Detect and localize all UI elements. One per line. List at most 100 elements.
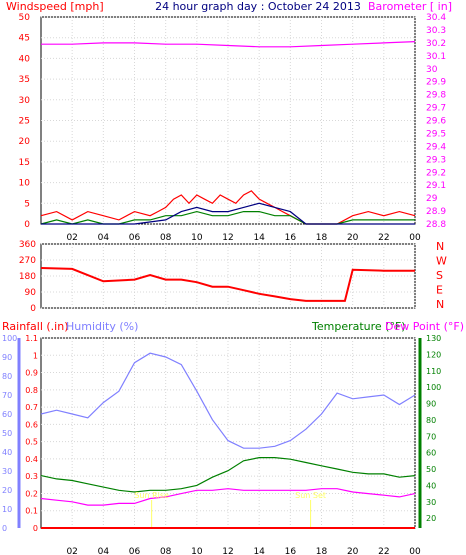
x-tick-label: 22: [378, 233, 389, 243]
rain-tick-label: 0.4: [25, 455, 38, 464]
humidity-tick-label: 40: [2, 448, 12, 457]
baro-tick-label: 29.5: [426, 129, 446, 139]
rain-tick-label: 0.5: [25, 438, 38, 447]
compass-label: W: [436, 255, 447, 268]
baro-tick-label: 30.1: [426, 52, 446, 62]
x-tick-label: 10: [191, 547, 203, 555]
x-tick-label: 10: [191, 233, 203, 243]
x-tick-label: 18: [316, 233, 328, 243]
direction-tick-label: 360: [19, 240, 36, 250]
x-tick-label: 14: [253, 233, 265, 243]
humidity-tick-label: 30: [2, 467, 12, 476]
compass-label: E: [436, 284, 443, 297]
rain-tick-label: 0.2: [25, 489, 38, 498]
baro-tick-label: 29.1: [426, 181, 446, 191]
humidity-tick-label: 50: [2, 429, 12, 438]
humidity-tick-label: 80: [2, 372, 12, 381]
rain-tick-label: 0.6: [25, 420, 38, 429]
baro-tick-label: 29.6: [426, 117, 446, 127]
rain-tick-label: 1.1: [25, 334, 38, 343]
humidity-tick-label: 20: [2, 486, 12, 495]
humidity-tick-label: 100: [2, 334, 17, 343]
baro-tick-label: 29.3: [426, 155, 446, 165]
wind-tick-label: 50: [19, 13, 31, 23]
baro-tick-label: 30: [426, 65, 438, 75]
chart-title: 24 hour graph day : October 24 2013: [155, 0, 361, 13]
x-tick-label: 04: [98, 233, 110, 243]
x-tick-label: 00: [409, 233, 421, 243]
sunrise-label: Sun Rise: [134, 491, 169, 500]
baro-tick-label: 29.4: [426, 142, 446, 152]
rain-tick-label: 0.7: [25, 403, 38, 412]
temperature-tick-label: 110: [426, 367, 441, 376]
x-tick-label: 04: [98, 547, 110, 555]
direction-tick-label: 270: [19, 256, 36, 266]
baro-tick-label: 30.2: [426, 39, 446, 49]
wind-tick-label: 15: [19, 158, 30, 168]
wind-gust-line: [40, 190, 416, 225]
temperature-tick-label: 80: [426, 416, 436, 425]
rain-tick-label: 0.9: [25, 369, 38, 378]
temperature-tick-label: 130: [426, 334, 441, 343]
humidity-axis-title: Humidity (%): [66, 320, 138, 333]
wind-tick-label: 35: [19, 75, 30, 85]
x-tick-label: 20: [347, 233, 359, 243]
humidity-tick-label: 60: [2, 410, 12, 419]
sunset-label: Sun Set: [295, 491, 326, 500]
wind-tick-label: 30: [19, 96, 31, 106]
x-tick-label: 02: [66, 233, 77, 243]
rainfall-axis-title: Rainfall (.in): [2, 320, 69, 333]
compass-label: S: [436, 269, 443, 282]
rain-tick-label: 1: [33, 351, 38, 360]
baro-tick-label: 29.9: [426, 78, 446, 88]
baro-tick-label: 29.8: [426, 91, 446, 101]
wind-tick-label: 5: [24, 199, 30, 209]
x-tick-label: 20: [347, 547, 359, 555]
temperature-tick-label: 20: [426, 514, 436, 523]
baro-tick-label: 30.3: [426, 26, 446, 36]
rain-tick-label: 0.8: [25, 386, 38, 395]
wind-average-line: [41, 202, 415, 225]
dewpoint-axis-title: Dew Point (°F): [385, 320, 464, 333]
compass-label: N: [436, 298, 444, 311]
baro-tick-label: 30.4: [426, 13, 446, 23]
temperature-tick-label: 30: [426, 498, 436, 507]
temperature-tick-label: 40: [426, 481, 436, 490]
panel-frames: [40, 16, 416, 529]
rain-tick-label: 0.3: [25, 472, 38, 481]
x-tick-label: 00: [409, 547, 421, 555]
baro-tick-label: 29: [426, 194, 438, 204]
temperature-axis-title: Temperature (°F): [311, 320, 406, 333]
x-tick-label: 08: [160, 547, 172, 555]
baro-tick-label: 28.9: [426, 207, 446, 217]
wind-direction-line: [40, 267, 415, 302]
barometer-axis-title: Barometer [ in]: [368, 0, 452, 13]
x-tick-label: 08: [160, 233, 172, 243]
x-tick-label: 22: [378, 547, 389, 555]
temperature-tick-label: 50: [426, 465, 436, 474]
baro-tick-label: 29.2: [426, 168, 446, 178]
wind-tick-label: 0: [24, 220, 30, 230]
barometer-line: [41, 41, 416, 48]
wind-tick-label: 20: [19, 137, 31, 147]
wind-tick-label: 10: [19, 179, 31, 189]
compass-label: N: [436, 240, 444, 253]
x-tick-label: 06: [129, 547, 141, 555]
temperature-tick-label: 90: [426, 400, 436, 409]
humidity-tick-label: 90: [2, 353, 12, 362]
dewpoint-line: [40, 488, 416, 506]
temperature-tick-label: 100: [426, 383, 441, 392]
climate-panel-frame: [40, 337, 416, 529]
wind-tick-label: 25: [19, 117, 30, 127]
humidity-tick-label: 10: [2, 505, 12, 514]
direction-tick-label: 0: [30, 304, 36, 314]
baro-tick-label: 28.8: [426, 220, 446, 230]
series-layer: [40, 41, 416, 529]
rain-tick-label: 0: [33, 524, 38, 533]
x-tick-label: 06: [129, 233, 141, 243]
x-tick-label: 16: [285, 547, 297, 555]
humidity-line: [40, 352, 416, 449]
x-tick-label: 12: [222, 233, 233, 243]
